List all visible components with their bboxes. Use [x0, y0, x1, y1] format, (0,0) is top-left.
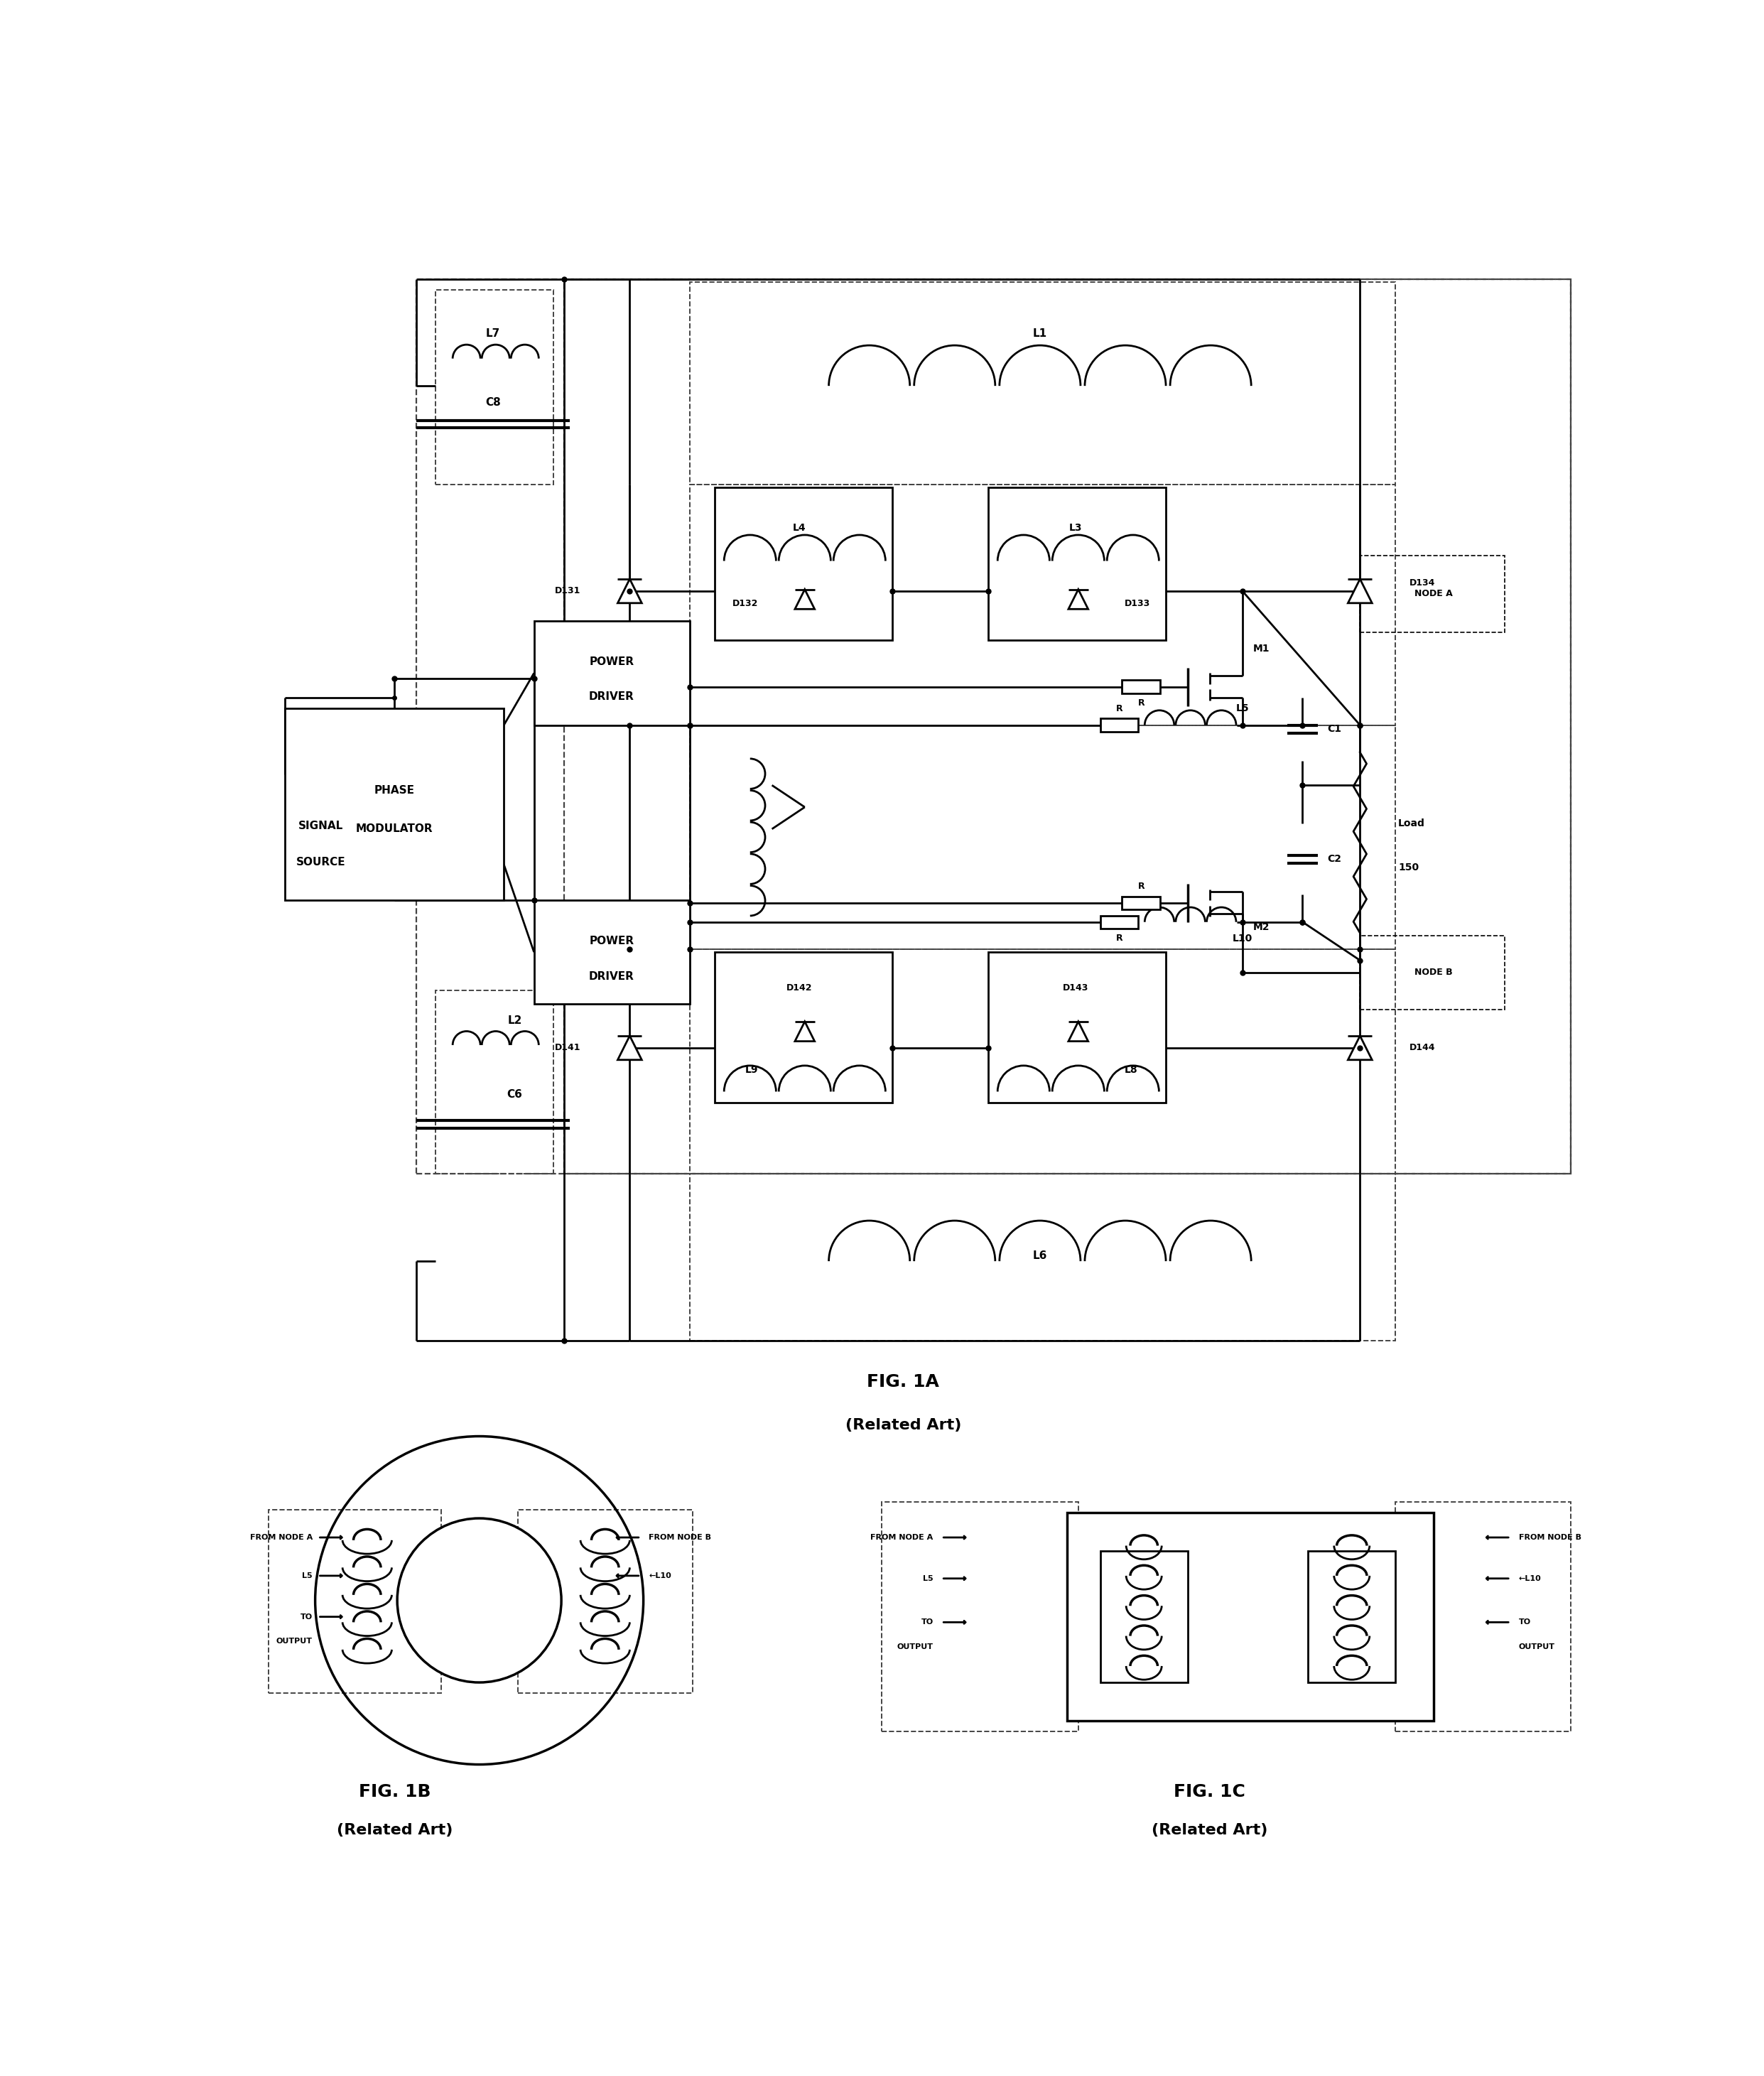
Text: L8: L8	[1125, 1065, 1138, 1075]
Bar	[714, 488, 893, 639]
Polygon shape	[1348, 579, 1372, 602]
Bar	[517, 1509, 693, 1694]
Text: L3: L3	[1069, 523, 1081, 534]
Bar	[534, 901, 690, 1005]
Text: POWER: POWER	[589, 936, 633, 947]
Text: L5: L5	[1237, 704, 1249, 714]
Text: SOURCE: SOURCE	[296, 857, 346, 868]
Bar	[436, 990, 554, 1173]
Bar	[988, 488, 1166, 639]
Bar	[1101, 916, 1138, 928]
Text: L6: L6	[1032, 1250, 1048, 1260]
Text: M1: M1	[1252, 644, 1270, 654]
Text: D131: D131	[554, 585, 580, 596]
Text: PHASE: PHASE	[374, 785, 415, 795]
Text: D144: D144	[1409, 1044, 1436, 1053]
Bar	[286, 708, 505, 901]
Text: 150: 150	[1399, 862, 1418, 872]
Bar	[1395, 1501, 1570, 1731]
Text: (Related Art): (Related Art)	[1152, 1823, 1268, 1837]
Text: D143: D143	[1062, 984, 1088, 992]
Bar	[690, 282, 1395, 484]
Text: ←L10: ←L10	[649, 1572, 672, 1580]
Text: ←L10: ←L10	[1519, 1576, 1542, 1582]
Bar	[714, 953, 893, 1102]
Bar	[690, 1173, 1395, 1341]
Bar	[988, 953, 1166, 1102]
Text: NODE B: NODE B	[1415, 967, 1454, 978]
Bar	[416, 278, 1570, 1173]
Text: OUTPUT: OUTPUT	[277, 1638, 312, 1644]
Bar	[564, 278, 1570, 1173]
Text: DRIVER: DRIVER	[589, 972, 635, 982]
Text: (Related Art): (Related Art)	[337, 1823, 453, 1837]
Text: L7: L7	[485, 328, 501, 338]
Bar	[882, 1501, 1078, 1731]
Text: L1: L1	[1034, 328, 1048, 338]
Polygon shape	[796, 1021, 815, 1042]
Text: C8: C8	[485, 397, 501, 407]
Bar	[534, 621, 690, 725]
Text: L4: L4	[792, 523, 806, 534]
Text: R: R	[1138, 698, 1145, 708]
Text: L5: L5	[923, 1576, 933, 1582]
Text: D132: D132	[732, 600, 759, 608]
Text: FROM NODE B: FROM NODE B	[649, 1534, 711, 1540]
Text: M2: M2	[1252, 922, 1270, 932]
Bar	[1309, 1551, 1395, 1682]
Polygon shape	[617, 1036, 642, 1061]
Text: Load: Load	[1399, 818, 1425, 828]
Text: R: R	[1117, 934, 1122, 943]
Text: SIGNAL: SIGNAL	[298, 820, 344, 832]
Bar	[1101, 718, 1138, 731]
Polygon shape	[1348, 1036, 1372, 1061]
Text: L9: L9	[744, 1065, 759, 1075]
Polygon shape	[617, 579, 642, 602]
Text: C6: C6	[506, 1090, 522, 1100]
Bar	[1122, 681, 1161, 693]
Text: L2: L2	[508, 1015, 522, 1026]
Text: FROM NODE B: FROM NODE B	[1519, 1534, 1581, 1540]
Polygon shape	[1069, 590, 1088, 608]
Bar	[1067, 1513, 1434, 1721]
Text: R: R	[1138, 882, 1145, 891]
Text: FIG. 1B: FIG. 1B	[358, 1783, 430, 1800]
Text: POWER: POWER	[589, 656, 633, 668]
Text: TO: TO	[1519, 1619, 1531, 1626]
Bar	[268, 1509, 441, 1694]
Text: R: R	[1117, 704, 1122, 714]
Text: D141: D141	[554, 1044, 580, 1053]
Text: L10: L10	[1233, 934, 1252, 943]
Bar	[436, 291, 554, 484]
Text: (Related Art): (Related Art)	[845, 1418, 961, 1432]
Bar	[1101, 1551, 1187, 1682]
Circle shape	[397, 1518, 561, 1682]
Bar	[1360, 936, 1505, 1009]
Text: TO: TO	[300, 1613, 312, 1621]
Text: D142: D142	[787, 984, 811, 992]
Bar	[690, 484, 1395, 725]
Text: TO: TO	[921, 1619, 933, 1626]
Text: D134: D134	[1409, 579, 1436, 588]
Text: FIG. 1C: FIG. 1C	[1173, 1783, 1245, 1800]
Text: DRIVER: DRIVER	[589, 691, 635, 702]
Bar	[690, 949, 1395, 1173]
Bar	[690, 725, 1395, 949]
Text: L5: L5	[302, 1572, 312, 1580]
Text: NODE A: NODE A	[1415, 590, 1454, 598]
Polygon shape	[1069, 1021, 1088, 1042]
Bar	[1122, 897, 1161, 909]
Text: FROM NODE A: FROM NODE A	[250, 1534, 312, 1540]
Text: OUTPUT: OUTPUT	[898, 1644, 933, 1650]
Text: C2: C2	[1327, 853, 1341, 864]
Bar	[1360, 556, 1505, 631]
Text: OUTPUT: OUTPUT	[1519, 1644, 1554, 1650]
Text: MODULATOR: MODULATOR	[356, 824, 434, 835]
Text: FIG. 1A: FIG. 1A	[868, 1372, 940, 1391]
Polygon shape	[796, 590, 815, 608]
Text: D133: D133	[1125, 600, 1150, 608]
Text: FROM NODE A: FROM NODE A	[871, 1534, 933, 1540]
Text: C1: C1	[1327, 725, 1341, 735]
